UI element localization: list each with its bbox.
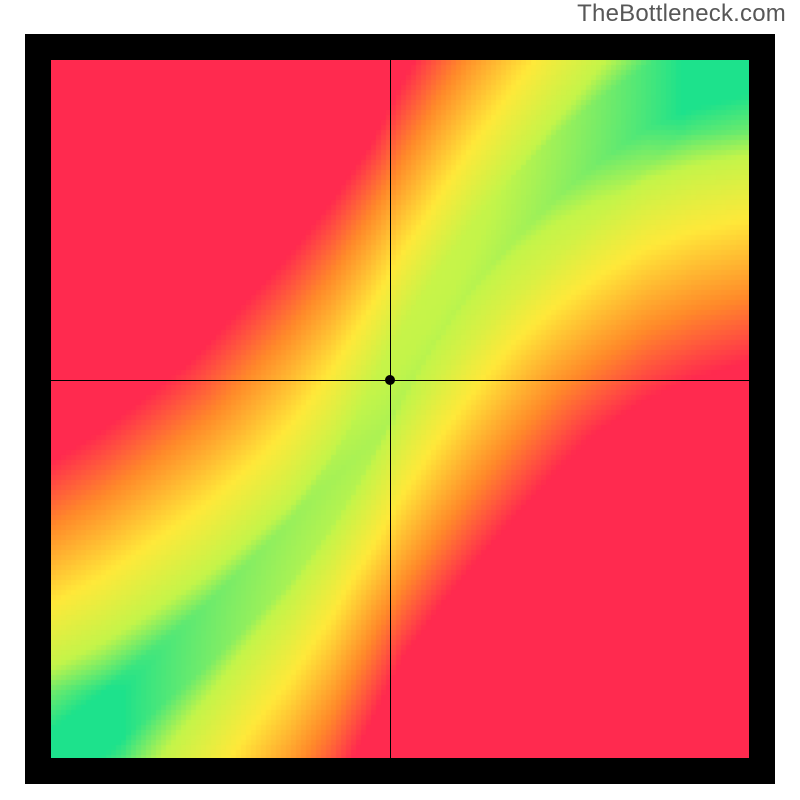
crosshair-marker	[385, 375, 395, 385]
watermark-text: TheBottleneck.com	[577, 0, 786, 28]
crosshair-vertical	[390, 60, 391, 758]
crosshair-horizontal	[51, 380, 749, 381]
heatmap-canvas	[51, 60, 749, 758]
heatmap-plot	[51, 60, 749, 758]
chart-frame	[25, 34, 775, 784]
